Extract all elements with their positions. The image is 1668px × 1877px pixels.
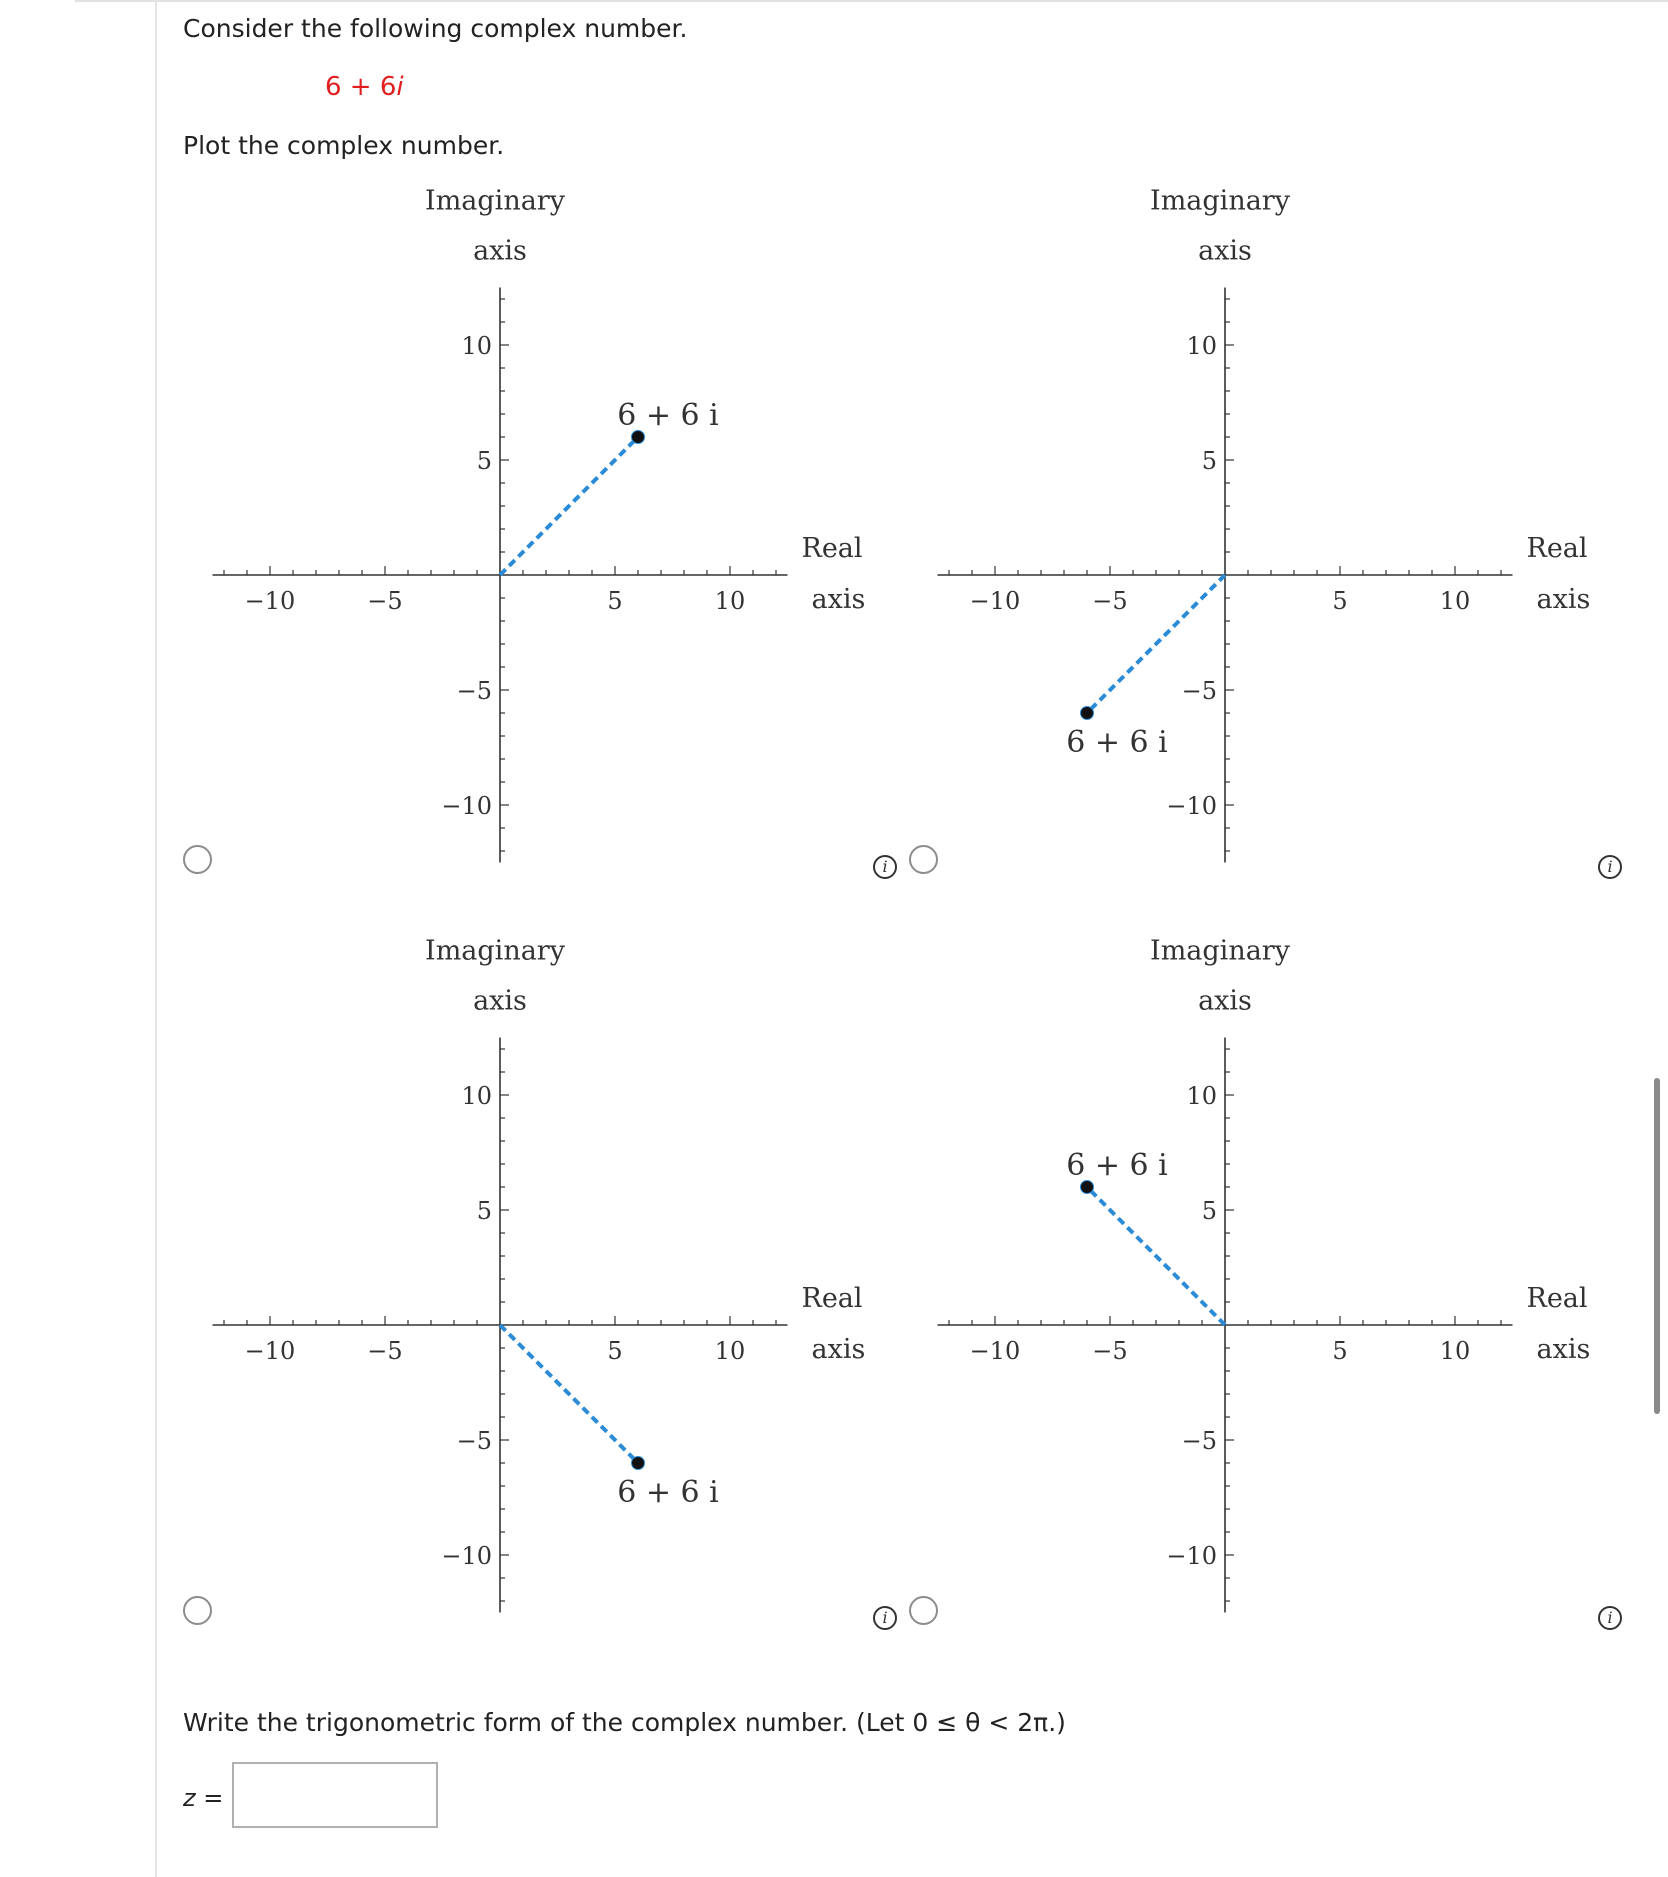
real-axis-title-2: axis [812,584,866,615]
imaginary-axis-title-2: axis [473,236,527,267]
answer-variable: z [183,1784,196,1812]
x-tick-label: −5 [1092,587,1127,615]
option-a-info-icon[interactable]: i [873,855,897,879]
x-tick-label: −5 [367,1337,402,1365]
trig-prompt: Write the trigonometric form of the comp… [183,1708,1066,1737]
x-tick-label: −5 [1092,1337,1127,1365]
number-i: i [396,72,404,102]
imaginary-axis-title: Imaginary [1150,186,1291,217]
x-tick-label: 5 [1332,1337,1347,1365]
x-tick-label: 10 [715,587,746,615]
y-tick-label: 10 [461,1082,492,1110]
y-tick-label: 10 [461,332,492,360]
y-tick-label: 10 [1186,1082,1217,1110]
y-tick-label: −5 [1182,1427,1217,1455]
option-d-info-icon[interactable]: i [1598,1606,1622,1630]
x-tick-label: 10 [715,1337,746,1365]
x-tick-label: −10 [245,1337,296,1365]
y-tick-label: 5 [477,447,492,475]
modulus-segment [498,435,640,577]
x-tick-label: 10 [1440,587,1471,615]
plotted-point [631,430,645,444]
plotted-point [631,1456,645,1470]
modulus-segment [1085,573,1227,715]
complex-number: 6 + 6i [325,72,404,102]
x-tick-label: 5 [607,1337,622,1365]
plot-prompt: Plot the complex number. [183,131,505,160]
option-plot-d: −10 −5 5 10 10 5 −5 −10 Imaginary axis Real axis 6 +… [937,936,1591,1613]
answer-equals: = [195,1784,224,1812]
plotted-point [1080,1180,1094,1194]
option-b-info-icon[interactable]: i [1598,855,1622,879]
y-tick-label: −10 [1166,1542,1217,1570]
option-plot-a: −10 −5 5 10 10 5 −5 −10 Imaginary axis Real axis 6 +… [212,186,866,863]
imaginary-axis-title-2: axis [1198,236,1252,267]
option-c-info-icon[interactable]: i [873,1606,897,1630]
imaginary-axis-title: Imaginary [425,186,566,217]
number-plus: + [341,72,380,102]
intro-text: Consider the following complex number. [183,14,688,43]
option-c-radio[interactable] [183,1596,212,1625]
real-axis-title-2: axis [1537,584,1591,615]
y-tick-label: −5 [457,677,492,705]
y-tick-label: 10 [1186,332,1217,360]
x-tick-label: 5 [607,587,622,615]
x-tick-label: −10 [245,587,296,615]
point-label: 6 + 6 i [1066,1148,1168,1183]
real-axis-title: Real [1527,533,1588,564]
option-plot-b: −10 −5 5 10 10 5 −5 −10 Imaginary axis Real axis 6 +… [937,186,1591,863]
number-imag: 6 [379,72,397,102]
answer-input[interactable] [232,1762,438,1828]
option-a-radio[interactable] [183,845,212,874]
x-tick-label: −10 [970,1337,1021,1365]
point-label: 6 + 6 i [1066,725,1168,760]
imaginary-axis-title-2: axis [1198,986,1252,1017]
answer-label: z = [183,1784,223,1812]
real-axis-title: Real [802,1283,863,1314]
point-label: 6 + 6 i [617,1475,719,1510]
y-tick-label: −5 [457,1427,492,1455]
x-tick-label: 10 [1440,1337,1471,1365]
x-tick-label: −10 [970,587,1021,615]
top-border [75,0,1668,2]
real-axis-title: Real [1527,1283,1588,1314]
y-tick-label: −10 [441,1542,492,1570]
option-b-radio[interactable] [909,845,938,874]
y-tick-label: 5 [477,1197,492,1225]
real-axis-title-2: axis [1537,1334,1591,1365]
imaginary-axis-title-2: axis [473,986,527,1017]
option-d-radio[interactable] [909,1596,938,1625]
number-real: 6 [325,72,342,102]
y-tick-label: 5 [1202,447,1217,475]
imaginary-axis-title: Imaginary [425,936,566,967]
page-scrollbar[interactable] [1654,1078,1660,1414]
plotted-point [1080,706,1094,720]
real-axis-title-2: axis [812,1334,866,1365]
x-tick-label: −5 [367,587,402,615]
left-rule [155,0,157,1877]
y-tick-label: −10 [1166,792,1217,820]
modulus-segment [498,1323,640,1465]
modulus-segment [1085,1185,1227,1327]
point-label: 6 + 6 i [617,398,719,433]
y-tick-label: 5 [1202,1197,1217,1225]
real-axis-title: Real [802,533,863,564]
y-tick-label: −10 [441,792,492,820]
x-tick-label: 5 [1332,587,1347,615]
y-tick-label: −5 [1182,677,1217,705]
option-plot-c: −10 −5 5 10 10 5 −5 −10 Imaginary axis Real axis 6 +… [212,936,866,1613]
imaginary-axis-title: Imaginary [1150,936,1291,967]
